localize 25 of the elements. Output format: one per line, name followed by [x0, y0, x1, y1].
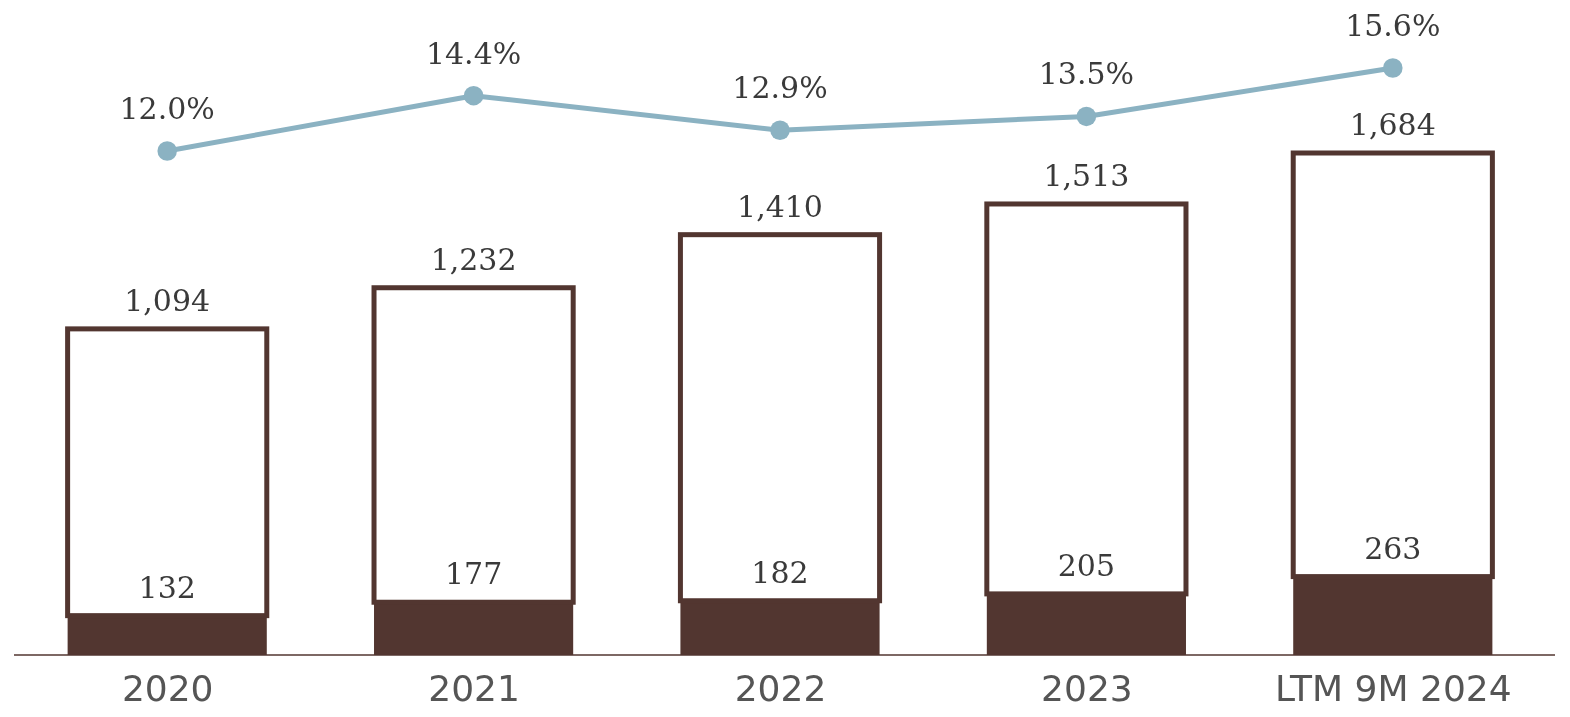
x-tick-label: 2023 — [1041, 667, 1133, 709]
data-label: 13.5% — [1038, 56, 1135, 92]
x-tick-label: 2020 — [121, 667, 214, 709]
data-label: 182 — [751, 554, 809, 590]
data-label: 263 — [1364, 530, 1422, 566]
total-label: 1,410 — [737, 188, 823, 224]
total-label: 1,513 — [1043, 157, 1130, 193]
point — [157, 141, 177, 161]
data-label: 205 — [1057, 547, 1116, 583]
point — [1076, 106, 1097, 127]
total-label: 1,232 — [430, 241, 517, 277]
point — [463, 85, 484, 106]
x-tick-label: LTM 9M 2024 — [1274, 667, 1512, 709]
point — [1383, 58, 1403, 78]
x-tick-label: 2022 — [734, 667, 827, 709]
data-label: 177 — [444, 556, 503, 592]
data-label: 132 — [138, 569, 196, 605]
total-label: 1,094 — [124, 282, 211, 318]
data-label: 15.6% — [1345, 8, 1441, 43]
data-label: 14.4% — [425, 35, 522, 71]
x-tick-label: 2021 — [428, 667, 520, 709]
point — [770, 120, 790, 140]
total-label: 1,684 — [1349, 107, 1436, 142]
data-label: 12.0% — [119, 91, 215, 126]
data-label: 12.9% — [732, 70, 828, 106]
